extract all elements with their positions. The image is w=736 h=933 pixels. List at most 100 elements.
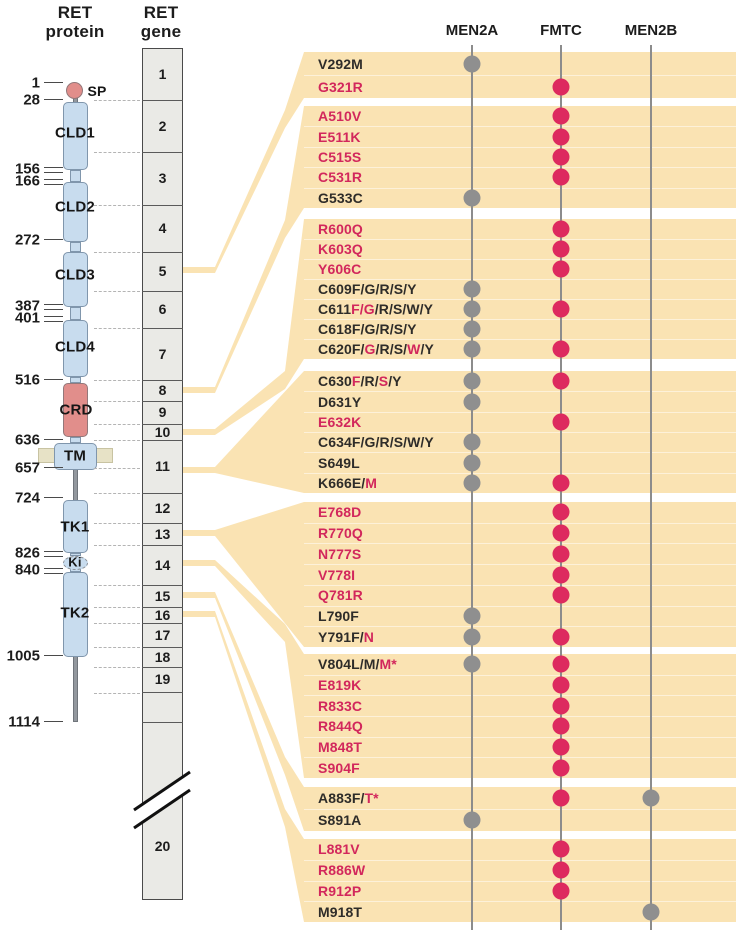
residue-tick <box>44 99 63 100</box>
exon-number-7: 7 <box>158 346 167 362</box>
mutation-label-part-red: E511K <box>318 128 361 145</box>
exon-boundary <box>142 424 183 425</box>
mutation-label-part-red: R600Q <box>318 221 363 237</box>
mutation-label: R833C <box>318 698 362 714</box>
residue-number-401: 401 <box>14 309 40 327</box>
domain-label-cld3: CLD3 <box>55 266 95 284</box>
mutation-label-part: S891A <box>318 812 362 828</box>
mutation-label-part-red: R912P <box>318 882 362 899</box>
row-separator <box>304 147 736 148</box>
mutation-label-part-red: S904F <box>318 759 360 776</box>
mutation-dot-fmtc <box>552 717 570 735</box>
mutation-label-part: C611 <box>318 301 352 317</box>
mutation-label: E819K <box>318 677 361 693</box>
mutation-dot-fmtc <box>552 240 570 258</box>
mutation-dot-men2a <box>463 372 481 390</box>
domain-label-crd: CRD <box>59 401 93 419</box>
mutation-label: A883F/T* <box>318 790 379 806</box>
mutation-dot-fmtc <box>552 759 570 777</box>
mutation-dot-men2a <box>463 655 481 673</box>
mutation-label-part: C618F/G/R/S/Y <box>318 321 417 337</box>
mutation-label-part-red: Y606C <box>318 261 362 277</box>
mutation-label-part: A883F/ <box>318 790 365 806</box>
row-separator <box>304 585 736 586</box>
mutation-label-part: /Y <box>388 373 402 390</box>
row-separator <box>304 716 736 717</box>
mutation-dot-men2a <box>463 393 481 410</box>
row-separator <box>304 75 736 76</box>
mutation-dot-fmtc <box>552 524 570 542</box>
mutation-dot-fmtc <box>552 300 570 318</box>
mutation-label: C634F/G/R/S/W/Y <box>318 434 434 450</box>
protein-domain-tm <box>54 443 97 470</box>
row-separator <box>304 339 736 340</box>
mutation-label-part: /Y <box>420 341 434 357</box>
row-separator <box>304 626 736 627</box>
mutation-band-exon-13 <box>304 502 736 647</box>
mutation-label-part: S649L <box>318 454 360 471</box>
exon-boundary <box>142 692 183 693</box>
mutation-dot-men2a <box>463 189 481 207</box>
mutation-dot-men2b <box>642 789 660 807</box>
row-separator <box>304 188 736 189</box>
exon-number-16: 16 <box>154 607 171 623</box>
mutation-label-part: C630 <box>318 373 352 390</box>
residue-number-636: 636 <box>14 431 40 449</box>
exon-number-1: 1 <box>158 66 167 82</box>
mutation-label: R770Q <box>318 525 363 541</box>
mutation-label-part-red: R833C <box>318 697 363 714</box>
mapping-dash <box>94 424 140 425</box>
mapping-dash <box>94 380 140 381</box>
mutation-dot-fmtc <box>552 861 570 879</box>
ret-protein-title: RET protein <box>25 3 125 41</box>
mutation-label-part-red: R770Q <box>318 525 363 542</box>
gene-break-gap <box>134 772 190 828</box>
residue-tick <box>44 179 63 185</box>
mutation-dot-fmtc <box>552 882 570 900</box>
column-headers: MEN2A FMTC MEN2B <box>0 0 736 50</box>
mutation-label: G533C <box>318 190 363 206</box>
domain-label-cld2: CLD2 <box>55 198 95 216</box>
residue-number-1005: 1005 <box>6 647 40 665</box>
exon-boundary <box>142 380 183 381</box>
mutation-label: C609F/G/R/S/Y <box>318 281 417 297</box>
mutation-dot-fmtc <box>552 107 570 125</box>
domain-label-cld4: CLD4 <box>55 338 95 356</box>
mutation-label-part: V292M <box>318 55 363 72</box>
exon-ribbon-13 <box>183 502 304 647</box>
mutation-dot-fmtc <box>552 697 570 715</box>
mutation-dot-men2a <box>463 628 481 646</box>
mutation-label-part-red: A510V <box>318 108 362 125</box>
mutation-band-exon-10 <box>304 219 736 359</box>
mutation-dot-men2a <box>463 474 481 492</box>
exon-boundary <box>142 100 183 101</box>
exon-boundary <box>142 545 183 546</box>
gene-break-slash <box>133 788 191 830</box>
mutation-label-part-red: E819K <box>318 677 362 693</box>
mutation-label-part: V804L/M/ <box>318 656 380 673</box>
domain-label-tk2: TK2 <box>60 604 90 622</box>
row-separator <box>304 606 736 607</box>
exon-number-13: 13 <box>154 526 171 542</box>
mutation-dot-men2a <box>463 811 481 829</box>
mutation-label: S891A <box>318 812 361 828</box>
mapping-dash <box>94 647 140 648</box>
column-header-men2a: MEN2A <box>445 22 499 39</box>
mapping-dash <box>94 468 140 469</box>
exon-ribbon-8 <box>183 106 304 393</box>
row-separator <box>304 695 736 696</box>
mutation-dot-men2a <box>463 55 481 72</box>
domain-label-cld1: CLD1 <box>55 124 95 142</box>
exon-boundary <box>142 401 183 402</box>
mutation-dot-fmtc <box>552 566 570 583</box>
mutation-label: V804L/M/M* <box>318 656 397 672</box>
mutation-label: N777S <box>318 546 361 562</box>
mutation-label-part: Y791F/ <box>318 628 364 645</box>
mapping-dash <box>94 252 140 253</box>
mutation-label: C611F/G/R/S/W/Y <box>318 301 433 317</box>
domain-connector <box>70 553 81 556</box>
mutation-dot-fmtc <box>552 168 570 186</box>
residue-tick <box>44 551 63 557</box>
